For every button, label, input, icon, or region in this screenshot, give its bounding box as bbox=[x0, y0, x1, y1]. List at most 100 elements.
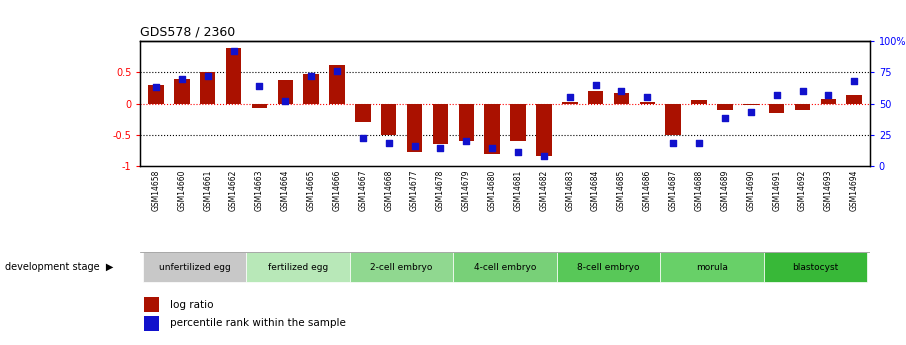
Point bbox=[433, 146, 448, 151]
Text: GSM14680: GSM14680 bbox=[487, 170, 496, 211]
Bar bbox=[350, 253, 453, 282]
Bar bbox=[200, 72, 216, 104]
Bar bbox=[660, 253, 764, 282]
Point bbox=[588, 82, 602, 88]
Point bbox=[511, 149, 525, 155]
Text: fertilized egg: fertilized egg bbox=[268, 263, 328, 272]
Bar bbox=[613, 93, 630, 104]
Point bbox=[200, 73, 215, 79]
Text: GSM14689: GSM14689 bbox=[720, 170, 729, 211]
Text: unfertilized egg: unfertilized egg bbox=[159, 263, 231, 272]
Bar bbox=[174, 79, 189, 103]
Text: GSM14662: GSM14662 bbox=[229, 170, 238, 211]
Text: GSM14665: GSM14665 bbox=[306, 170, 315, 211]
Bar bbox=[329, 65, 345, 104]
Point bbox=[718, 116, 732, 121]
Text: GSM14668: GSM14668 bbox=[384, 170, 393, 211]
Bar bbox=[277, 80, 293, 104]
Text: GSM14681: GSM14681 bbox=[514, 170, 523, 211]
Text: GSM14694: GSM14694 bbox=[850, 170, 859, 211]
Point bbox=[847, 78, 862, 84]
Text: GSM14684: GSM14684 bbox=[591, 170, 600, 211]
Bar bbox=[407, 104, 422, 152]
Point bbox=[278, 98, 293, 104]
Bar bbox=[718, 104, 733, 110]
Point bbox=[252, 83, 266, 89]
Text: 8-cell embryo: 8-cell embryo bbox=[577, 263, 640, 272]
Point bbox=[666, 140, 680, 146]
Text: development stage  ▶: development stage ▶ bbox=[5, 263, 113, 272]
Bar bbox=[510, 104, 525, 141]
Text: GSM14666: GSM14666 bbox=[333, 170, 342, 211]
Bar bbox=[821, 99, 836, 103]
Bar bbox=[743, 104, 758, 105]
Bar bbox=[149, 85, 164, 104]
Text: GSM14685: GSM14685 bbox=[617, 170, 626, 211]
Bar bbox=[144, 316, 159, 331]
Bar bbox=[764, 253, 867, 282]
Bar bbox=[143, 253, 246, 282]
Bar bbox=[588, 91, 603, 103]
Bar bbox=[458, 104, 474, 141]
Text: blastocyst: blastocyst bbox=[793, 263, 839, 272]
Bar bbox=[846, 96, 862, 104]
Bar bbox=[769, 104, 785, 113]
Text: GSM14664: GSM14664 bbox=[281, 170, 290, 211]
Text: GSM14682: GSM14682 bbox=[539, 170, 548, 211]
Point bbox=[381, 140, 396, 146]
Point bbox=[459, 138, 474, 144]
Point bbox=[149, 85, 163, 90]
Text: GSM14667: GSM14667 bbox=[359, 170, 367, 211]
Text: GSM14690: GSM14690 bbox=[747, 170, 756, 211]
Text: percentile rank within the sample: percentile rank within the sample bbox=[169, 318, 345, 328]
Text: GSM14683: GSM14683 bbox=[565, 170, 574, 211]
Bar bbox=[252, 104, 267, 108]
Point bbox=[408, 143, 422, 148]
Text: GSM14660: GSM14660 bbox=[178, 170, 187, 211]
Text: GDS578 / 2360: GDS578 / 2360 bbox=[140, 26, 236, 39]
Text: GSM14692: GSM14692 bbox=[798, 170, 807, 211]
Point bbox=[614, 88, 629, 94]
Bar bbox=[246, 253, 350, 282]
Text: GSM14658: GSM14658 bbox=[151, 170, 160, 211]
Bar bbox=[562, 102, 577, 103]
Bar bbox=[485, 104, 500, 155]
Point bbox=[769, 92, 784, 98]
Bar bbox=[144, 297, 159, 312]
Point bbox=[795, 88, 810, 94]
Text: GSM14663: GSM14663 bbox=[255, 170, 264, 211]
Point bbox=[330, 68, 344, 74]
Bar bbox=[665, 104, 681, 135]
Text: GSM14691: GSM14691 bbox=[772, 170, 781, 211]
Point bbox=[563, 95, 577, 100]
Bar bbox=[226, 48, 241, 104]
Point bbox=[821, 92, 835, 98]
Point bbox=[175, 76, 189, 81]
Text: GSM14677: GSM14677 bbox=[410, 170, 419, 211]
Text: morula: morula bbox=[696, 263, 728, 272]
Text: GSM14661: GSM14661 bbox=[203, 170, 212, 211]
Bar bbox=[536, 104, 552, 156]
Bar bbox=[795, 104, 810, 110]
Bar bbox=[433, 104, 448, 144]
Point bbox=[355, 136, 370, 141]
Point bbox=[744, 109, 758, 115]
Point bbox=[692, 140, 707, 146]
Text: log ratio: log ratio bbox=[169, 300, 213, 310]
Text: GSM14688: GSM14688 bbox=[695, 170, 704, 211]
Point bbox=[226, 49, 241, 54]
Text: GSM14678: GSM14678 bbox=[436, 170, 445, 211]
Point bbox=[536, 153, 551, 158]
Text: GSM14679: GSM14679 bbox=[462, 170, 471, 211]
Bar bbox=[453, 253, 557, 282]
Point bbox=[485, 146, 499, 151]
Text: GSM14687: GSM14687 bbox=[669, 170, 678, 211]
Point bbox=[304, 73, 318, 79]
Bar bbox=[304, 74, 319, 104]
Text: GSM14693: GSM14693 bbox=[824, 170, 833, 211]
Bar bbox=[355, 104, 371, 122]
Point bbox=[641, 95, 655, 100]
Text: GSM14686: GSM14686 bbox=[643, 170, 651, 211]
Text: 2-cell embryo: 2-cell embryo bbox=[371, 263, 433, 272]
Bar bbox=[381, 104, 397, 135]
